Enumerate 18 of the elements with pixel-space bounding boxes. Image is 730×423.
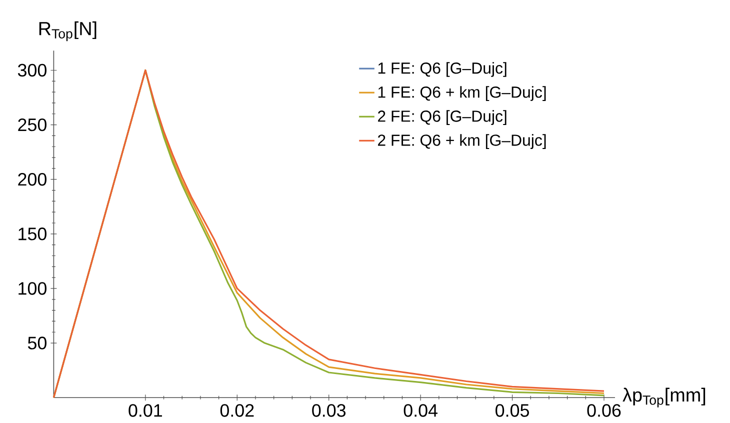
- y-tick-label: 250: [18, 118, 46, 132]
- y-tick-label: 150: [18, 228, 46, 240]
- x-axis-title: λp$_{Top}$[mm]: [622, 388, 706, 408]
- x-tick-label: 0.05: [496, 404, 529, 417]
- y-tick-label: 50: [28, 336, 46, 350]
- legend-label: 2 FE: Q6 + km [G–Dujc]: [378, 134, 546, 150]
- x-tick-label: 0.06: [587, 404, 621, 417]
- y-tick-label: 200: [18, 173, 46, 186]
- legend-label: 1 FE: Q6 + km [G–Dujc]: [378, 86, 546, 101]
- y-tick-label: 100: [18, 282, 46, 295]
- y-tick-label: 300: [18, 64, 46, 77]
- legend-label: 2 FE: Q6 [G–Dujc]: [378, 110, 506, 125]
- x-tick-label: 0.03: [312, 404, 346, 417]
- x-tick-label: 0.04: [404, 404, 438, 417]
- legend-label: 1 FE: Q6 [G–Dujc]: [378, 62, 506, 77]
- y-axis-title: R$_{Top}$[N]: [39, 21, 96, 42]
- x-tick-label: 0.01: [128, 404, 162, 417]
- x-tick-label: 0.02: [220, 404, 254, 417]
